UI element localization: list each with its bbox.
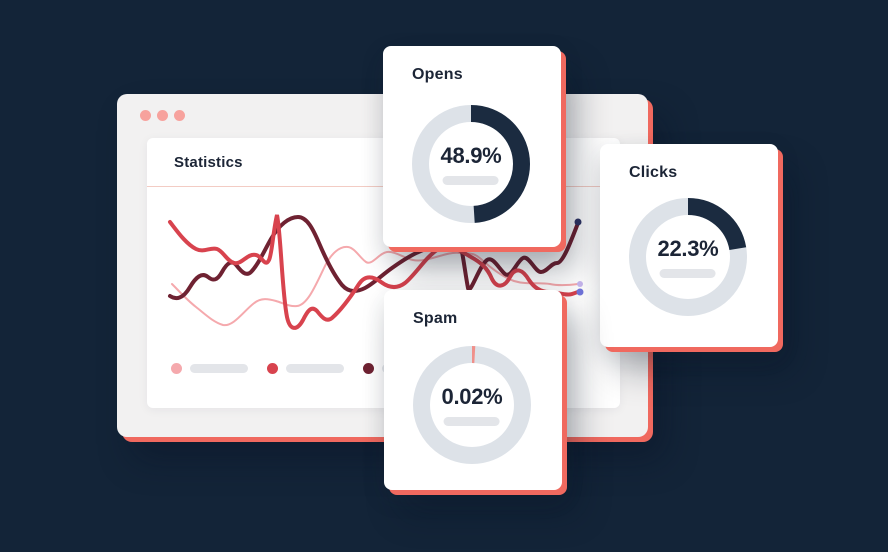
value-caption-placeholder (443, 417, 500, 426)
legend-dot-light-pink-icon (171, 363, 182, 374)
clicks-donut-ring (629, 198, 747, 316)
value-caption-placeholder (659, 269, 716, 278)
legend-dot-dark-maroon-icon (363, 363, 374, 374)
window-control-dot-3[interactable] (174, 110, 185, 121)
window-control-dot-1[interactable] (140, 110, 151, 121)
window-controls (140, 110, 185, 121)
value-caption-placeholder (442, 176, 499, 185)
legend-item-bright-red[interactable] (267, 363, 344, 374)
spam-value: 0.02% (441, 384, 503, 409)
clicks-value: 22.3% (657, 236, 719, 261)
window-control-dot-2[interactable] (157, 110, 168, 121)
legend-label-placeholder (286, 364, 344, 373)
legend-label-placeholder (190, 364, 248, 373)
spam-donut-ring (413, 346, 531, 464)
legend-dot-bright-red-icon (267, 363, 278, 374)
spam-donut-chart: 0.02% (411, 344, 533, 466)
donut-progress-arc (629, 198, 747, 316)
donut-progress-arc (413, 346, 531, 464)
donut-progress-arc (412, 105, 530, 223)
spam-card: Spam 0.02% (384, 290, 562, 490)
legend-item-light-pink[interactable] (171, 363, 248, 374)
opens-donut-chart: 48.9% (410, 103, 532, 225)
opens-value: 48.9% (440, 143, 502, 168)
clicks-card: Clicks 22.3% (600, 144, 778, 347)
opens-card: Opens 48.9% (383, 46, 561, 247)
clicks-donut-chart: 22.3% (627, 196, 749, 318)
clicks-card-title: Clicks (629, 164, 678, 181)
opens-card-title: Opens (412, 66, 463, 83)
spam-card-title: Spam (413, 310, 458, 327)
opens-donut-ring (412, 105, 530, 223)
statistics-panel-title: Statistics (174, 154, 243, 171)
